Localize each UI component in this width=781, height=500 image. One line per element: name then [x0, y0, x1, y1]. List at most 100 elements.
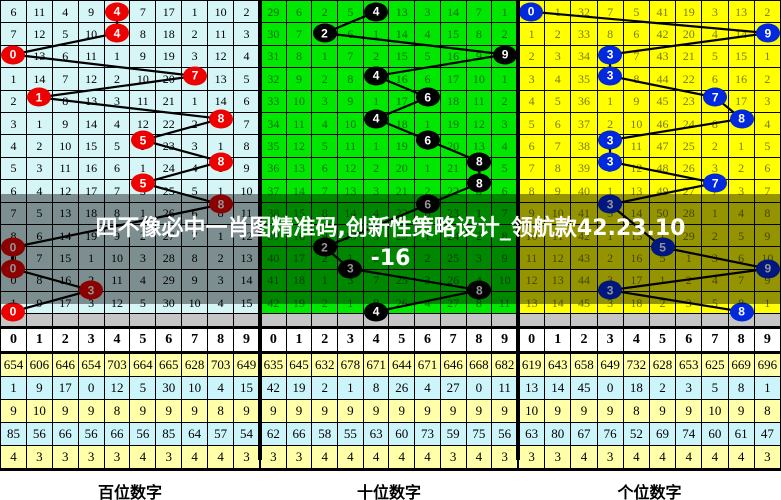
grid-cell[interactable]: 14	[25, 67, 53, 91]
grid-section-tens[interactable]: 2962541331471307261144158231817215516993…	[260, 0, 518, 337]
grid-cell[interactable]: 4	[103, 111, 131, 136]
grid-cell[interactable]: 22	[675, 67, 703, 91]
grid-cell[interactable]: 4	[129, 268, 157, 293]
grid-cell[interactable]: 11	[25, 0, 53, 24]
grid-cell[interactable]: 14	[544, 291, 572, 315]
grid-cell[interactable]: 4	[25, 179, 53, 203]
grid-cell[interactable]: 19	[675, 0, 703, 24]
grid-cell[interactable]: 1	[596, 223, 624, 248]
grid-cell[interactable]: 18	[622, 291, 650, 315]
grid-cell[interactable]: 3	[753, 89, 781, 113]
grid-cell[interactable]: 13	[285, 156, 313, 181]
grid-cell[interactable]: 1	[414, 223, 441, 248]
grid-cell[interactable]: 11	[517, 246, 546, 270]
grid-cell[interactable]: 11	[491, 291, 518, 315]
grid-section-units[interactable]: 0132754119313212338642204149233437432151…	[517, 0, 781, 337]
trend-marker[interactable]: 4	[364, 2, 389, 22]
grid-cell[interactable]: 9	[622, 89, 650, 113]
grid-cell[interactable]: 5	[362, 223, 390, 248]
grid-cell[interactable]: 15	[285, 201, 313, 225]
grid-cell[interactable]: 7	[362, 268, 390, 293]
grid-cell[interactable]: 2	[129, 223, 157, 248]
grid-cell[interactable]: 13	[233, 246, 260, 270]
grid-cell[interactable]: 8	[129, 22, 157, 46]
grid-cell[interactable]: 29	[675, 223, 703, 248]
grid-cell[interactable]: 5	[25, 201, 53, 225]
grid-cell[interactable]: 4	[753, 111, 781, 136]
trend-marker[interactable]: 0	[519, 2, 544, 22]
grid-cell[interactable]: 2	[727, 156, 755, 181]
grid-cell[interactable]: 2	[103, 67, 131, 91]
grid-cell[interactable]: 6	[701, 67, 729, 91]
grid-cell[interactable]: 1	[727, 134, 755, 158]
grid-cell[interactable]: 6	[362, 246, 390, 270]
grid-cell[interactable]: 29	[155, 268, 183, 293]
grid-cell[interactable]: 32	[570, 0, 598, 24]
grid-cell[interactable]: 2	[675, 268, 703, 293]
grid-cell[interactable]: 7	[491, 201, 518, 225]
grid-cell[interactable]: 33	[260, 89, 287, 113]
grid-cell[interactable]: 3	[103, 89, 131, 113]
grid-cell[interactable]: 6	[0, 179, 27, 203]
grid-cell[interactable]: 2	[181, 22, 209, 46]
grid-cell[interactable]: 7	[544, 134, 572, 158]
grid-cell[interactable]: 44	[648, 67, 677, 91]
grid-cell[interactable]: 5	[544, 89, 572, 113]
grid-cell[interactable]: 2	[233, 0, 260, 24]
grid-cell[interactable]: 26	[388, 291, 416, 315]
grid-cell[interactable]: 11	[622, 134, 650, 158]
trend-marker[interactable]: 8	[209, 109, 233, 129]
grid-cell[interactable]: 44	[570, 268, 598, 293]
trend-marker[interactable]: 0	[1, 302, 25, 322]
grid-cell[interactable]: 2	[491, 22, 518, 46]
grid-cell[interactable]: 6	[103, 156, 131, 181]
grid-cell[interactable]: 3	[414, 268, 441, 293]
grid-cell[interactable]: 8	[465, 22, 493, 46]
grid-cell[interactable]: 3	[727, 179, 755, 203]
grid-cell[interactable]: 4	[362, 201, 390, 225]
grid-cell[interactable]: 17	[439, 67, 467, 91]
trend-marker[interactable]: 6	[415, 194, 440, 214]
grid-cell[interactable]: 1	[753, 44, 781, 69]
grid-cell[interactable]: 35	[260, 134, 287, 158]
grid-cell[interactable]: 8	[51, 89, 79, 113]
grid-cell[interactable]: 4	[414, 22, 441, 46]
grid-cell[interactable]: 2	[753, 0, 781, 24]
grid-cell[interactable]: 41	[570, 201, 598, 225]
grid-cell[interactable]: 4	[51, 0, 79, 24]
trend-marker[interactable]: 4	[364, 302, 389, 322]
grid-cell[interactable]: 45	[570, 291, 598, 315]
grid-cell[interactable]: 1	[675, 246, 703, 270]
grid-cell[interactable]: 7	[0, 22, 27, 46]
grid-cell[interactable]: 10	[544, 201, 572, 225]
grid-cell[interactable]: 13	[25, 44, 53, 69]
grid-cell[interactable]: 9	[51, 111, 79, 136]
grid-cell[interactable]: 41	[260, 268, 287, 293]
grid-cell[interactable]: 12	[51, 179, 79, 203]
grid-cell[interactable]: 12	[465, 111, 493, 136]
grid-cell[interactable]: 1	[517, 22, 546, 46]
grid-cell[interactable]: 8	[753, 201, 781, 225]
grid-cell[interactable]: 23	[439, 201, 467, 225]
grid-cell[interactable]: 19	[155, 44, 183, 69]
grid-cell[interactable]: 21	[155, 89, 183, 113]
grid-cell[interactable]: 31	[260, 44, 287, 69]
grid-cell[interactable]: 1	[181, 89, 209, 113]
trend-marker[interactable]: 7	[703, 173, 728, 193]
grid-cell[interactable]: 15	[77, 134, 105, 158]
grid-cell[interactable]: 2	[311, 291, 339, 315]
grid-cell[interactable]: 9	[753, 223, 781, 248]
grid-cell[interactable]: 12	[207, 44, 235, 69]
grid-cell[interactable]: 13	[51, 201, 79, 225]
grid-section-hundreds[interactable]: 6114947171102712510481821130136111919312…	[0, 0, 260, 337]
grid-cell[interactable]: 15	[388, 44, 416, 69]
grid-cell[interactable]: 14	[622, 201, 650, 225]
grid-cell[interactable]: 7	[465, 0, 493, 24]
grid-cell[interactable]: 10	[129, 67, 157, 91]
grid-cell[interactable]: 5	[233, 67, 260, 91]
grid-cell[interactable]: 8	[701, 111, 729, 136]
grid-cell[interactable]: 4	[701, 268, 729, 293]
grid-cell[interactable]: 17	[388, 89, 416, 113]
grid-cell[interactable]: 10	[181, 291, 209, 315]
grid-cell[interactable]: 6	[181, 201, 209, 225]
